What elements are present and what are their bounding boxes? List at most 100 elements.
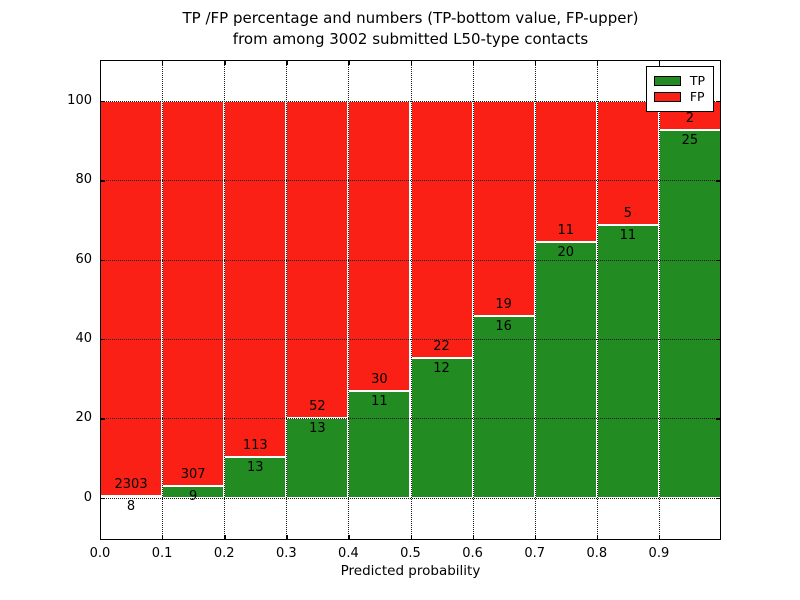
x-tick-top	[348, 60, 350, 65]
tp-count-label: 13	[309, 421, 326, 437]
x-tick-label: 0.8	[586, 546, 608, 561]
v-gridline	[596, 60, 598, 540]
bar-segment-tp	[658, 130, 721, 498]
bar-segment-tp	[410, 357, 473, 498]
x-tick-label: 0.9	[648, 546, 670, 561]
y-tick-left	[100, 497, 105, 499]
x-tick-bottom	[348, 535, 350, 540]
bar-segment-fp	[162, 100, 225, 487]
v-gridline	[534, 60, 536, 540]
bar-segment-tp	[596, 224, 659, 498]
x-tick-top	[224, 60, 226, 65]
x-tick-top	[658, 60, 661, 65]
y-tick-right	[716, 497, 721, 499]
v-gridline	[162, 60, 164, 540]
legend-row-tp: TP	[653, 73, 705, 88]
y-tick-right	[716, 259, 721, 261]
x-tick-bottom	[224, 535, 226, 540]
bar-segment-fp	[224, 100, 287, 457]
y-tick-right	[716, 338, 721, 341]
x-tick-bottom	[658, 535, 661, 540]
bar-segment-tp	[286, 418, 349, 498]
tp-count-label: 16	[495, 319, 512, 335]
x-axis-label: Predicted probability	[340, 563, 481, 579]
fp-count-label: 52	[309, 399, 326, 415]
v-gridline	[286, 60, 288, 540]
tp-count-label: 11	[619, 227, 637, 243]
x-tick-label: 0.1	[151, 546, 173, 561]
x-tick-top	[596, 60, 599, 65]
tp-count-label: 11	[371, 394, 388, 410]
v-gridline	[410, 60, 412, 540]
tp-count-label: 9	[189, 489, 198, 505]
tp-count-label: 12	[433, 360, 450, 376]
legend-label-tp: TP	[689, 73, 705, 88]
v-gridline	[348, 60, 350, 540]
fp-count-label: 2	[685, 111, 695, 127]
x-tick-bottom	[100, 535, 102, 540]
y-tick-left	[100, 418, 105, 420]
x-tick-top	[162, 60, 164, 65]
y-tick-left	[100, 259, 105, 261]
tp-count-label: 8	[126, 499, 136, 515]
y-tick-label: 100	[67, 92, 92, 108]
legend: TP FP	[645, 66, 714, 112]
x-tick-top	[286, 60, 288, 65]
x-tick-label: 0.6	[462, 546, 483, 561]
x-tick-label: 0.0	[89, 546, 111, 561]
x-tick-bottom	[410, 535, 412, 540]
x-tick-top	[100, 60, 102, 65]
x-tick-bottom	[286, 535, 288, 540]
fp-count-label: 113	[242, 437, 268, 453]
fp-count-label: 2303	[114, 477, 148, 493]
x-tick-bottom	[534, 535, 537, 540]
y-tick-right	[716, 180, 721, 182]
y-tick-right	[716, 100, 721, 103]
bar-segment-fp	[472, 100, 535, 317]
y-tick-label: 60	[75, 251, 92, 267]
fp-count-label: 307	[180, 467, 206, 483]
fp-count-label: 30	[371, 372, 388, 388]
x-tick-bottom	[596, 535, 599, 540]
fp-count-label: 22	[433, 338, 450, 354]
x-tick-label: 0.7	[524, 546, 546, 561]
plot-area: 2303 8 307 9 113 13 52 13 30 11 22 12 19 16 11 20 5 11 2 25…	[67, 60, 721, 561]
v-gridline	[472, 60, 474, 540]
chart-title: TP /FP percentage and numbers (TP-bottom…	[100, 8, 721, 50]
legend-swatch-tp	[653, 76, 681, 86]
y-tick-left	[100, 180, 105, 182]
y-tick-label: 80	[75, 172, 92, 188]
fp-count-label: 5	[623, 205, 632, 221]
legend-label-fp: FP	[689, 89, 705, 104]
x-tick-label: 0.5	[400, 546, 421, 561]
v-gridline	[224, 60, 226, 540]
x-tick-top	[472, 60, 474, 65]
bar-segment-fp	[534, 100, 597, 242]
chart-title-line2: from among 3002 submitted L50-type conta…	[232, 30, 589, 48]
bar-segment-tp	[224, 456, 287, 498]
tp-count-label: 25	[681, 133, 699, 149]
fp-count-label: 19	[495, 297, 512, 313]
bar-segment-fp	[410, 100, 473, 358]
y-tick-right	[716, 418, 721, 420]
tp-count-label: 13	[246, 459, 264, 475]
y-tick-left	[100, 338, 105, 341]
bar-segment-tp	[472, 316, 535, 498]
legend-swatch-fp	[653, 92, 681, 102]
bar-segment-tp	[534, 241, 597, 498]
x-tick-bottom	[472, 535, 474, 540]
y-tick-label: 20	[75, 410, 92, 426]
x-tick-label: 0.4	[338, 546, 359, 561]
y-tick-label: 40	[75, 330, 92, 346]
x-tick-top	[410, 60, 412, 65]
y-tick-label: 0	[83, 489, 92, 505]
bar-segment-fp	[348, 100, 411, 392]
x-tick-label: 0.2	[213, 546, 235, 561]
v-gridline	[658, 60, 660, 540]
fp-count-label: 11	[557, 222, 574, 238]
x-tick-bottom	[162, 535, 164, 540]
x-tick-top	[534, 60, 537, 65]
chart-title-line1: TP /FP percentage and numbers (TP-bottom…	[182, 9, 639, 27]
x-tick-label: 0.3	[275, 546, 297, 561]
